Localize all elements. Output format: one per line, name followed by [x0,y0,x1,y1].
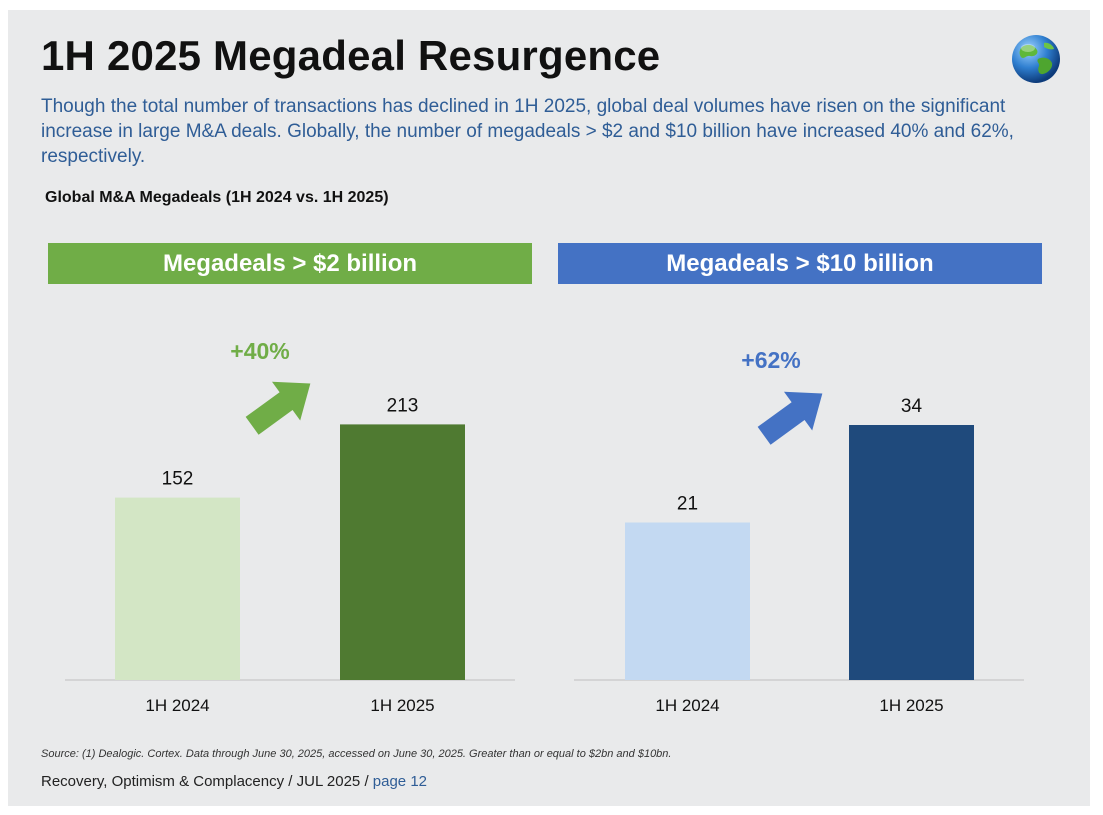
growth-arrow-10bn [757,391,823,445]
footer-text: Recovery, Optimism & Complacency / JUL 2… [41,773,373,790]
data-label-10bn-2: 34 [901,396,923,417]
change-label-2bn: +40% [230,338,289,364]
megadeals-charts: 152 1H 2024 213 1H 2025 +40% 21 1H 2024 34 1H 20… [65,338,1024,715]
bar-10bn-1 [625,522,750,680]
tick-label-2bn-2: 1H 2025 [370,696,434,715]
slide: 1H 2025 Megadeal Resurgence Though the t… [8,10,1090,806]
footer: Recovery, Optimism & Complacency / JUL 2… [41,773,427,790]
tick-label-10bn-1: 1H 2024 [655,696,719,715]
arrow-shape-2bn [245,381,311,435]
bar-2bn-1 [115,497,240,680]
chart-caption: Global M&A Megadeals (1H 2024 vs. 1H 202… [45,189,389,206]
panel-header-2bn: Megadeals > $2 billion [48,243,532,284]
growth-arrow-2bn [245,381,311,435]
tick-label-10bn-2: 1H 2025 [879,696,943,715]
data-label-10bn-1: 21 [677,494,698,515]
subtitle: Though the total number of transactions … [41,96,1014,167]
arrow-shape-10bn [757,391,823,445]
globe-icon [1012,35,1060,83]
source-note: Source: (1) Dealogic. Cortex. Data throu… [41,748,672,760]
bar-2bn-2 [340,424,465,680]
data-label-2bn-1: 152 [162,469,194,490]
page-title: 1H 2025 Megadeal Resurgence [41,32,661,79]
change-label-10bn: +62% [741,347,800,373]
panel-header-10bn: Megadeals > $10 billion [558,243,1042,284]
page-number: page 12 [372,773,428,790]
data-label-2bn-2: 213 [387,395,419,416]
tick-label-2bn-1: 1H 2024 [145,696,209,715]
bar-10bn-2 [849,425,974,680]
